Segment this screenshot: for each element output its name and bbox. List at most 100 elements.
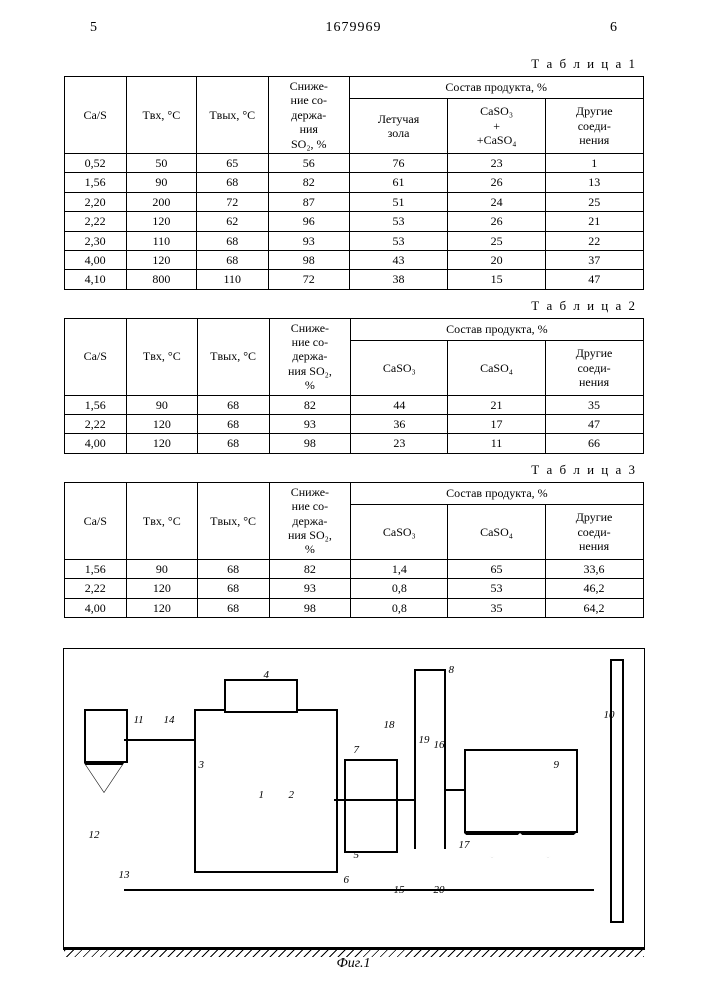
table-cell: 26 <box>448 173 546 192</box>
table-row: 2,221206893361747 <box>64 415 643 434</box>
table-row: 4,001206898231166 <box>64 434 643 453</box>
table-cell: 47 <box>545 415 643 434</box>
table-cell: 26 <box>448 212 546 231</box>
table-cell: 35 <box>448 598 545 617</box>
table-row: 1,569068821,46533,6 <box>64 559 643 578</box>
col-header: Tвых, °C <box>196 77 268 154</box>
table-cell: 38 <box>349 270 447 289</box>
col-subheader: CaSO₄ <box>448 504 545 559</box>
table-cell: 800 <box>126 270 196 289</box>
table-cell: 1 <box>546 153 643 172</box>
col-header: Ca/S <box>64 318 127 395</box>
table-cell: 37 <box>546 250 643 269</box>
table-row: 1,56906882612613 <box>64 173 643 192</box>
table-cell: 90 <box>127 559 198 578</box>
stack <box>610 659 624 923</box>
callout-19: 19 <box>419 734 430 746</box>
callout-4: 4 <box>264 669 270 681</box>
pipe-bend <box>414 669 444 671</box>
callout-8: 8 <box>449 664 455 676</box>
table-cell: 96 <box>268 212 349 231</box>
table-cell: 43 <box>349 250 447 269</box>
table-cell: 46,2 <box>545 579 643 598</box>
table-cell: 2,20 <box>64 192 126 211</box>
table-cell: 82 <box>269 559 351 578</box>
table-cell: 53 <box>349 212 447 231</box>
table-cell: 72 <box>196 192 268 211</box>
table-cell: 20 <box>448 250 546 269</box>
table-cell: 120 <box>127 415 198 434</box>
col-header: Tвх, °C <box>126 77 196 154</box>
col-header: Сниже-ние со-держа-ния SO₂,% <box>269 482 351 559</box>
table-row: 2,202007287512425 <box>64 192 643 211</box>
table-cell: 68 <box>197 579 269 598</box>
table-cell: 53 <box>349 231 447 250</box>
table-cell: 56 <box>268 153 349 172</box>
table-cell: 65 <box>196 153 268 172</box>
table-cell: 65 <box>448 559 545 578</box>
table-row: 2,301106893532522 <box>64 231 643 250</box>
figure-1-diagram: 1 2 3 4 5 6 7 8 9 10 11 12 13 14 15 16 1… <box>63 648 645 950</box>
table-cell: 36 <box>351 415 448 434</box>
table-cell: 53 <box>448 579 545 598</box>
col-header: Сниже-ние со-держа-ния SO₂,% <box>269 318 351 395</box>
col-header-composition: Состав продукта, % <box>351 482 643 504</box>
pipe-c <box>444 789 464 791</box>
callout-17: 17 <box>459 839 470 851</box>
table-cell: 93 <box>268 231 349 250</box>
col-subheader: Другиесоеди-нения <box>545 504 643 559</box>
table-cell: 24 <box>448 192 546 211</box>
table-cell: 120 <box>127 434 198 453</box>
table-cell: 76 <box>349 153 447 172</box>
table-cell: 33,6 <box>545 559 643 578</box>
table-cell: 66 <box>545 434 643 453</box>
table-cell: 1,56 <box>64 395 127 414</box>
col-header: Ca/S <box>64 77 126 154</box>
table-cell: 68 <box>197 395 269 414</box>
table-cell: 15 <box>448 270 546 289</box>
callout-12: 12 <box>89 829 100 841</box>
col-header: Tвх, °C <box>127 318 198 395</box>
table-row: 2,2212068930,85346,2 <box>64 579 643 598</box>
document-number: 1679969 <box>326 20 382 36</box>
col-subheader: Летучаязола <box>349 99 447 154</box>
table-cell: 4,00 <box>64 598 127 617</box>
table-cell: 22 <box>546 231 643 250</box>
table-cell: 4,10 <box>64 270 126 289</box>
table-cell: 1,56 <box>64 173 126 192</box>
table-cell: 23 <box>351 434 448 453</box>
page-number-left: 5 <box>90 20 97 36</box>
table-row: 1,56906882442135 <box>64 395 643 414</box>
table-cell: 98 <box>268 250 349 269</box>
callout-14: 14 <box>164 714 175 726</box>
table-cell: 68 <box>197 559 269 578</box>
table-cell: 13 <box>546 173 643 192</box>
table-cell: 64,2 <box>545 598 643 617</box>
callout-2: 2 <box>289 789 295 801</box>
callout-5: 5 <box>354 849 360 861</box>
table-cell: 110 <box>126 231 196 250</box>
callout-16: 16 <box>434 739 445 751</box>
col-header: Ca/S <box>64 482 127 559</box>
data-table-1: Ca/STвх, °CTвых, °CСниже-ние со-держа-ни… <box>64 76 644 290</box>
table-cell: 98 <box>269 598 351 617</box>
data-table-3: Ca/STвх, °CTвых, °CСниже-ние со-держа-ни… <box>64 482 644 618</box>
callout-6: 6 <box>344 874 350 886</box>
col-subheader: Другиесоеди-нения <box>546 99 643 154</box>
col-subheader: CaSO₃ <box>351 340 448 395</box>
ground-hatch <box>64 949 644 957</box>
table-cell: 11 <box>448 434 545 453</box>
table-cell: 68 <box>196 173 268 192</box>
table-cell: 68 <box>197 598 269 617</box>
pipe-a <box>124 739 194 741</box>
callout-1: 1 <box>259 789 265 801</box>
table-cell: 120 <box>126 212 196 231</box>
table-cell: 68 <box>197 434 269 453</box>
table-cell: 120 <box>127 579 198 598</box>
table-cell: 47 <box>546 270 643 289</box>
col-header-composition: Состав продукта, % <box>349 77 643 99</box>
table-cell: 1,4 <box>351 559 448 578</box>
secondary-unit <box>344 759 398 853</box>
table-cell: 25 <box>546 192 643 211</box>
col-subheader: CaSO₃ <box>351 504 448 559</box>
